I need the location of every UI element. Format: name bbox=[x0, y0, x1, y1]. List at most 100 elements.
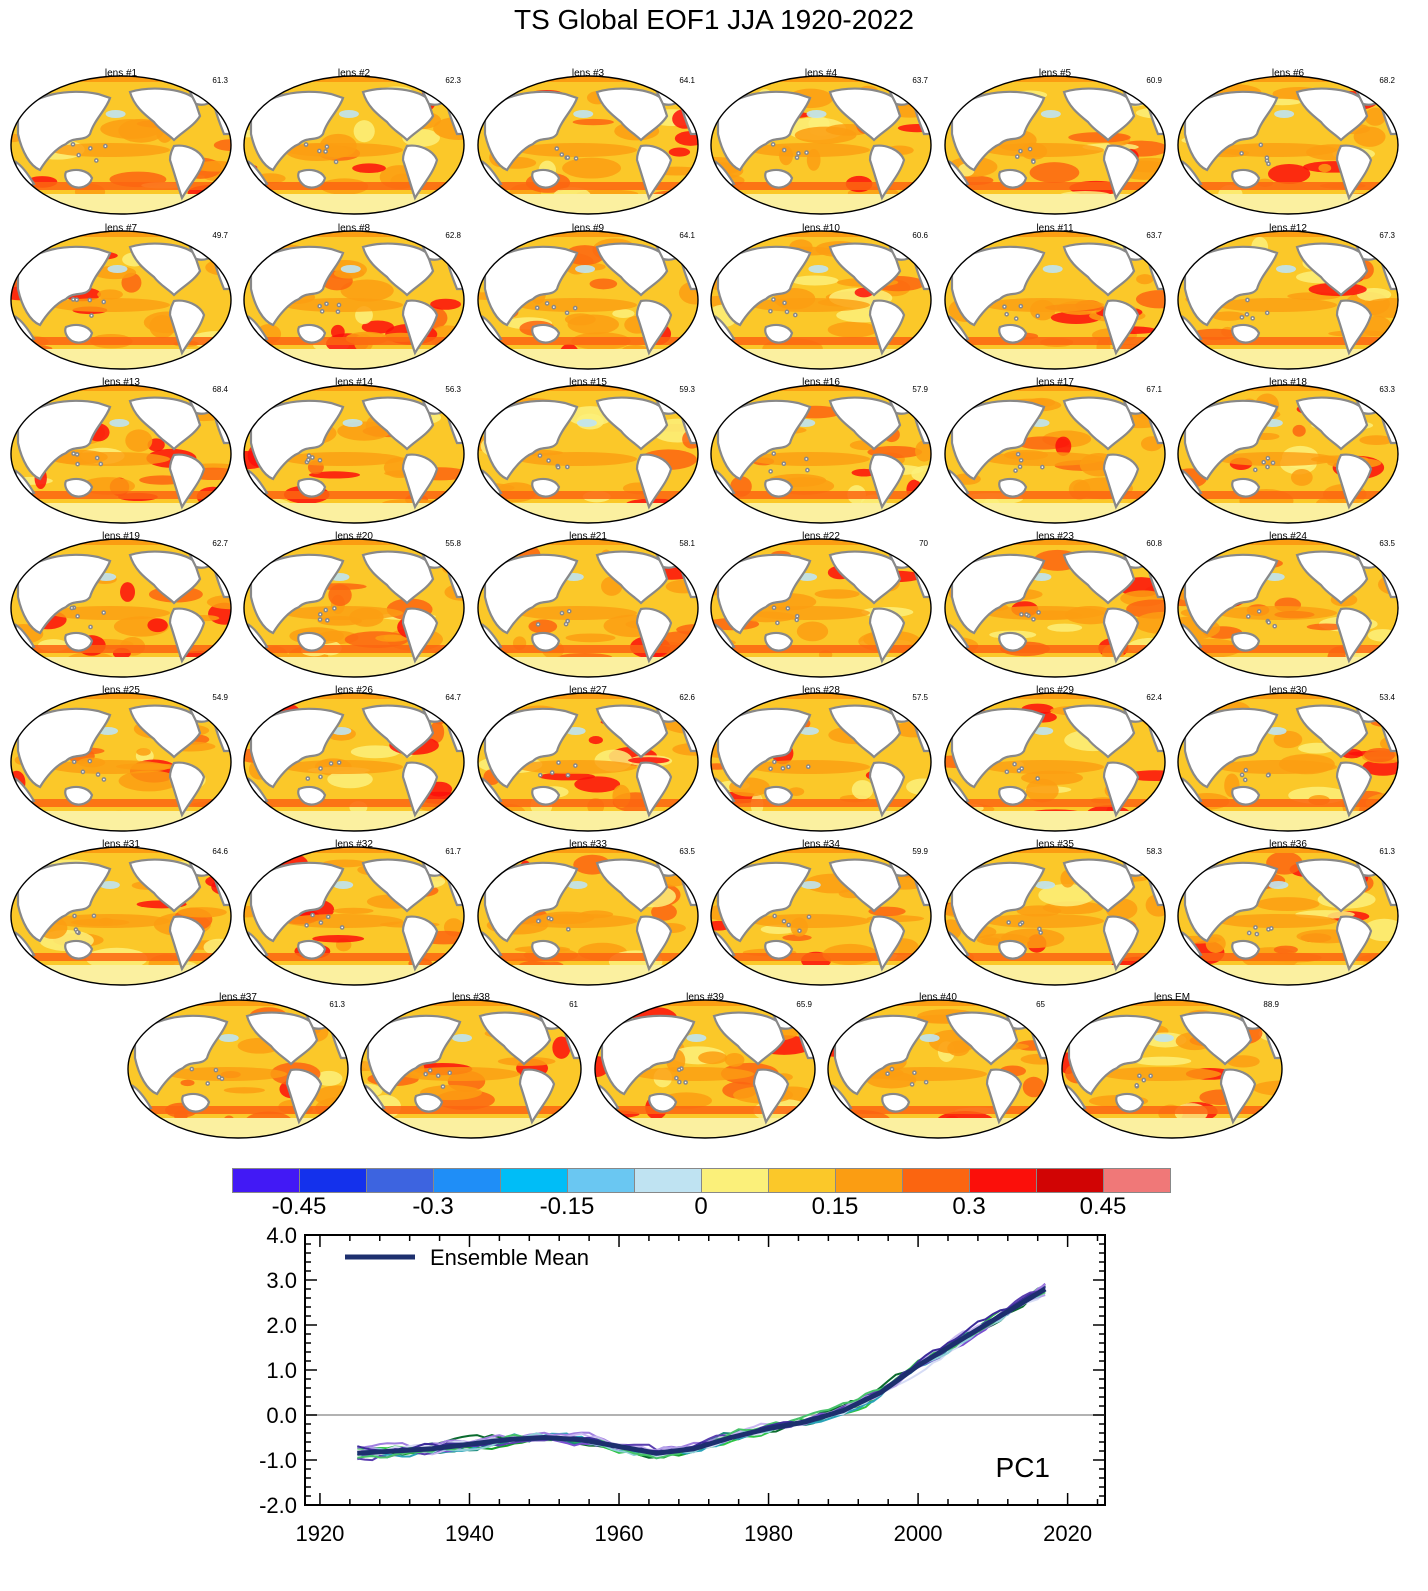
colorbar-box bbox=[232, 1168, 300, 1193]
map-frame bbox=[10, 692, 232, 832]
eof-map bbox=[1177, 384, 1399, 524]
colorbar-box bbox=[969, 1168, 1037, 1193]
y-tick-label: -1.0 bbox=[259, 1448, 297, 1473]
panel-variance-percent: 70 bbox=[919, 539, 928, 548]
map-frame bbox=[710, 230, 932, 370]
panel-label: lens #6 bbox=[1271, 68, 1305, 79]
map-frame bbox=[10, 846, 232, 986]
map-panel: lens #17 67.1 bbox=[944, 377, 1166, 525]
map-panel: lens #9 64.1 bbox=[477, 223, 699, 371]
map-panel: lens #5 60.9 bbox=[944, 68, 1166, 216]
panel-label: lens #30 bbox=[1269, 685, 1307, 696]
panel-variance-percent: 67.3 bbox=[1379, 231, 1395, 240]
colorbar-box bbox=[768, 1168, 836, 1193]
colorbar-box bbox=[567, 1168, 635, 1193]
panel-variance-percent: 56.3 bbox=[445, 385, 461, 394]
panel-variance-percent: 61.3 bbox=[1379, 847, 1395, 856]
panel-label: lens #38 bbox=[452, 992, 490, 1003]
eof-map bbox=[10, 538, 232, 678]
eof-map bbox=[477, 538, 699, 678]
eof-map bbox=[944, 384, 1166, 524]
colorbar-tick-label: 0.45 bbox=[1080, 1193, 1127, 1218]
panel-variance-percent: 63.3 bbox=[1379, 385, 1395, 394]
panel-label: lens #11 bbox=[1036, 223, 1074, 234]
map-frame bbox=[944, 384, 1166, 524]
colorbar-tick-label: 0 bbox=[694, 1193, 707, 1218]
y-tick-label: 3.0 bbox=[266, 1268, 297, 1293]
eof-map bbox=[1177, 692, 1399, 832]
map-frame bbox=[944, 692, 1166, 832]
panel-variance-percent: 57.9 bbox=[912, 385, 928, 394]
panel-variance-percent: 58.3 bbox=[1146, 847, 1162, 856]
y-tick-label: 0.0 bbox=[266, 1403, 297, 1428]
map-frame bbox=[827, 999, 1049, 1139]
map-frame bbox=[710, 384, 932, 524]
panel-label: lens #12 bbox=[1269, 223, 1307, 234]
map-panel: lens #6 68.2 bbox=[1177, 68, 1399, 216]
map-frame bbox=[1177, 538, 1399, 678]
map-panel: lens #7 49.7 bbox=[10, 223, 232, 371]
panel-variance-percent: 59.3 bbox=[679, 385, 695, 394]
panel-label: lens #7 bbox=[104, 223, 138, 234]
panel-label: lens #1 bbox=[104, 68, 138, 79]
map-panel: lens #4 63.7 bbox=[710, 68, 932, 216]
panel-label: lens #20 bbox=[335, 531, 373, 542]
panel-variance-percent: 54.9 bbox=[212, 693, 228, 702]
map-panel: lens #22 70 bbox=[710, 531, 932, 679]
map-panel: lens #29 62.4 bbox=[944, 685, 1166, 833]
panel-label: lens #27 bbox=[569, 685, 607, 696]
panel-variance-percent: 49.7 bbox=[212, 231, 228, 240]
eof-map bbox=[710, 538, 932, 678]
map-frame bbox=[710, 846, 932, 986]
colorbar-box bbox=[366, 1168, 434, 1193]
panel-variance-percent: 63.5 bbox=[1379, 539, 1395, 548]
panel-variance-percent: 61.3 bbox=[212, 76, 228, 85]
panel-variance-percent: 59.9 bbox=[912, 847, 928, 856]
y-tick-label: 2.0 bbox=[266, 1313, 297, 1338]
x-tick-label: 2000 bbox=[894, 1521, 943, 1546]
panel-label: lens #14 bbox=[335, 377, 373, 388]
map-panel: lens #21 58.1 bbox=[477, 531, 699, 679]
panel-label: lens #26 bbox=[335, 685, 373, 696]
map-frame bbox=[243, 538, 465, 678]
map-panel: lens #31 64.6 bbox=[10, 839, 232, 987]
panel-variance-percent: 62.4 bbox=[1146, 693, 1162, 702]
panel-variance-percent: 53.4 bbox=[1379, 693, 1395, 702]
map-frame bbox=[477, 692, 699, 832]
eof-map bbox=[10, 692, 232, 832]
eof-map bbox=[243, 230, 465, 370]
map-frame bbox=[1177, 384, 1399, 524]
map-panel: lens #1 61.3 bbox=[10, 68, 232, 216]
panel-label: lens #16 bbox=[802, 377, 840, 388]
eof-map bbox=[710, 230, 932, 370]
map-frame bbox=[1177, 692, 1399, 832]
panel-variance-percent: 61.3 bbox=[329, 1000, 345, 1009]
map-frame bbox=[243, 230, 465, 370]
panel-label: lens #22 bbox=[802, 531, 840, 542]
map-frame bbox=[710, 538, 932, 678]
panel-variance-percent: 60.9 bbox=[1146, 76, 1162, 85]
panel-variance-percent: 60.6 bbox=[912, 231, 928, 240]
colorbar-box bbox=[902, 1168, 970, 1193]
eof-map bbox=[477, 692, 699, 832]
map-panel: lens #27 62.6 bbox=[477, 685, 699, 833]
panel-variance-percent: 64.1 bbox=[679, 231, 695, 240]
panel-label: lens #9 bbox=[571, 223, 605, 234]
eof-map bbox=[10, 846, 232, 986]
colorbar-box bbox=[1036, 1168, 1104, 1193]
colorbar-box bbox=[701, 1168, 769, 1193]
eof-map bbox=[10, 230, 232, 370]
panel-label: lens #10 bbox=[802, 223, 840, 234]
x-tick-label: 1960 bbox=[595, 1521, 644, 1546]
panel-label: lens #15 bbox=[569, 377, 607, 388]
colorbar-tick-label: -0.15 bbox=[540, 1193, 595, 1218]
map-panel: lens #20 55.8 bbox=[243, 531, 465, 679]
eof-map bbox=[1177, 538, 1399, 678]
eof-map bbox=[10, 384, 232, 524]
x-tick-label: 1980 bbox=[744, 1521, 793, 1546]
eof-map bbox=[1177, 230, 1399, 370]
map-panel: lens #33 63.5 bbox=[477, 839, 699, 987]
panel-variance-percent: 63.7 bbox=[912, 76, 928, 85]
map-panel: lens #37 61.3 bbox=[127, 992, 349, 1140]
map-frame bbox=[10, 538, 232, 678]
